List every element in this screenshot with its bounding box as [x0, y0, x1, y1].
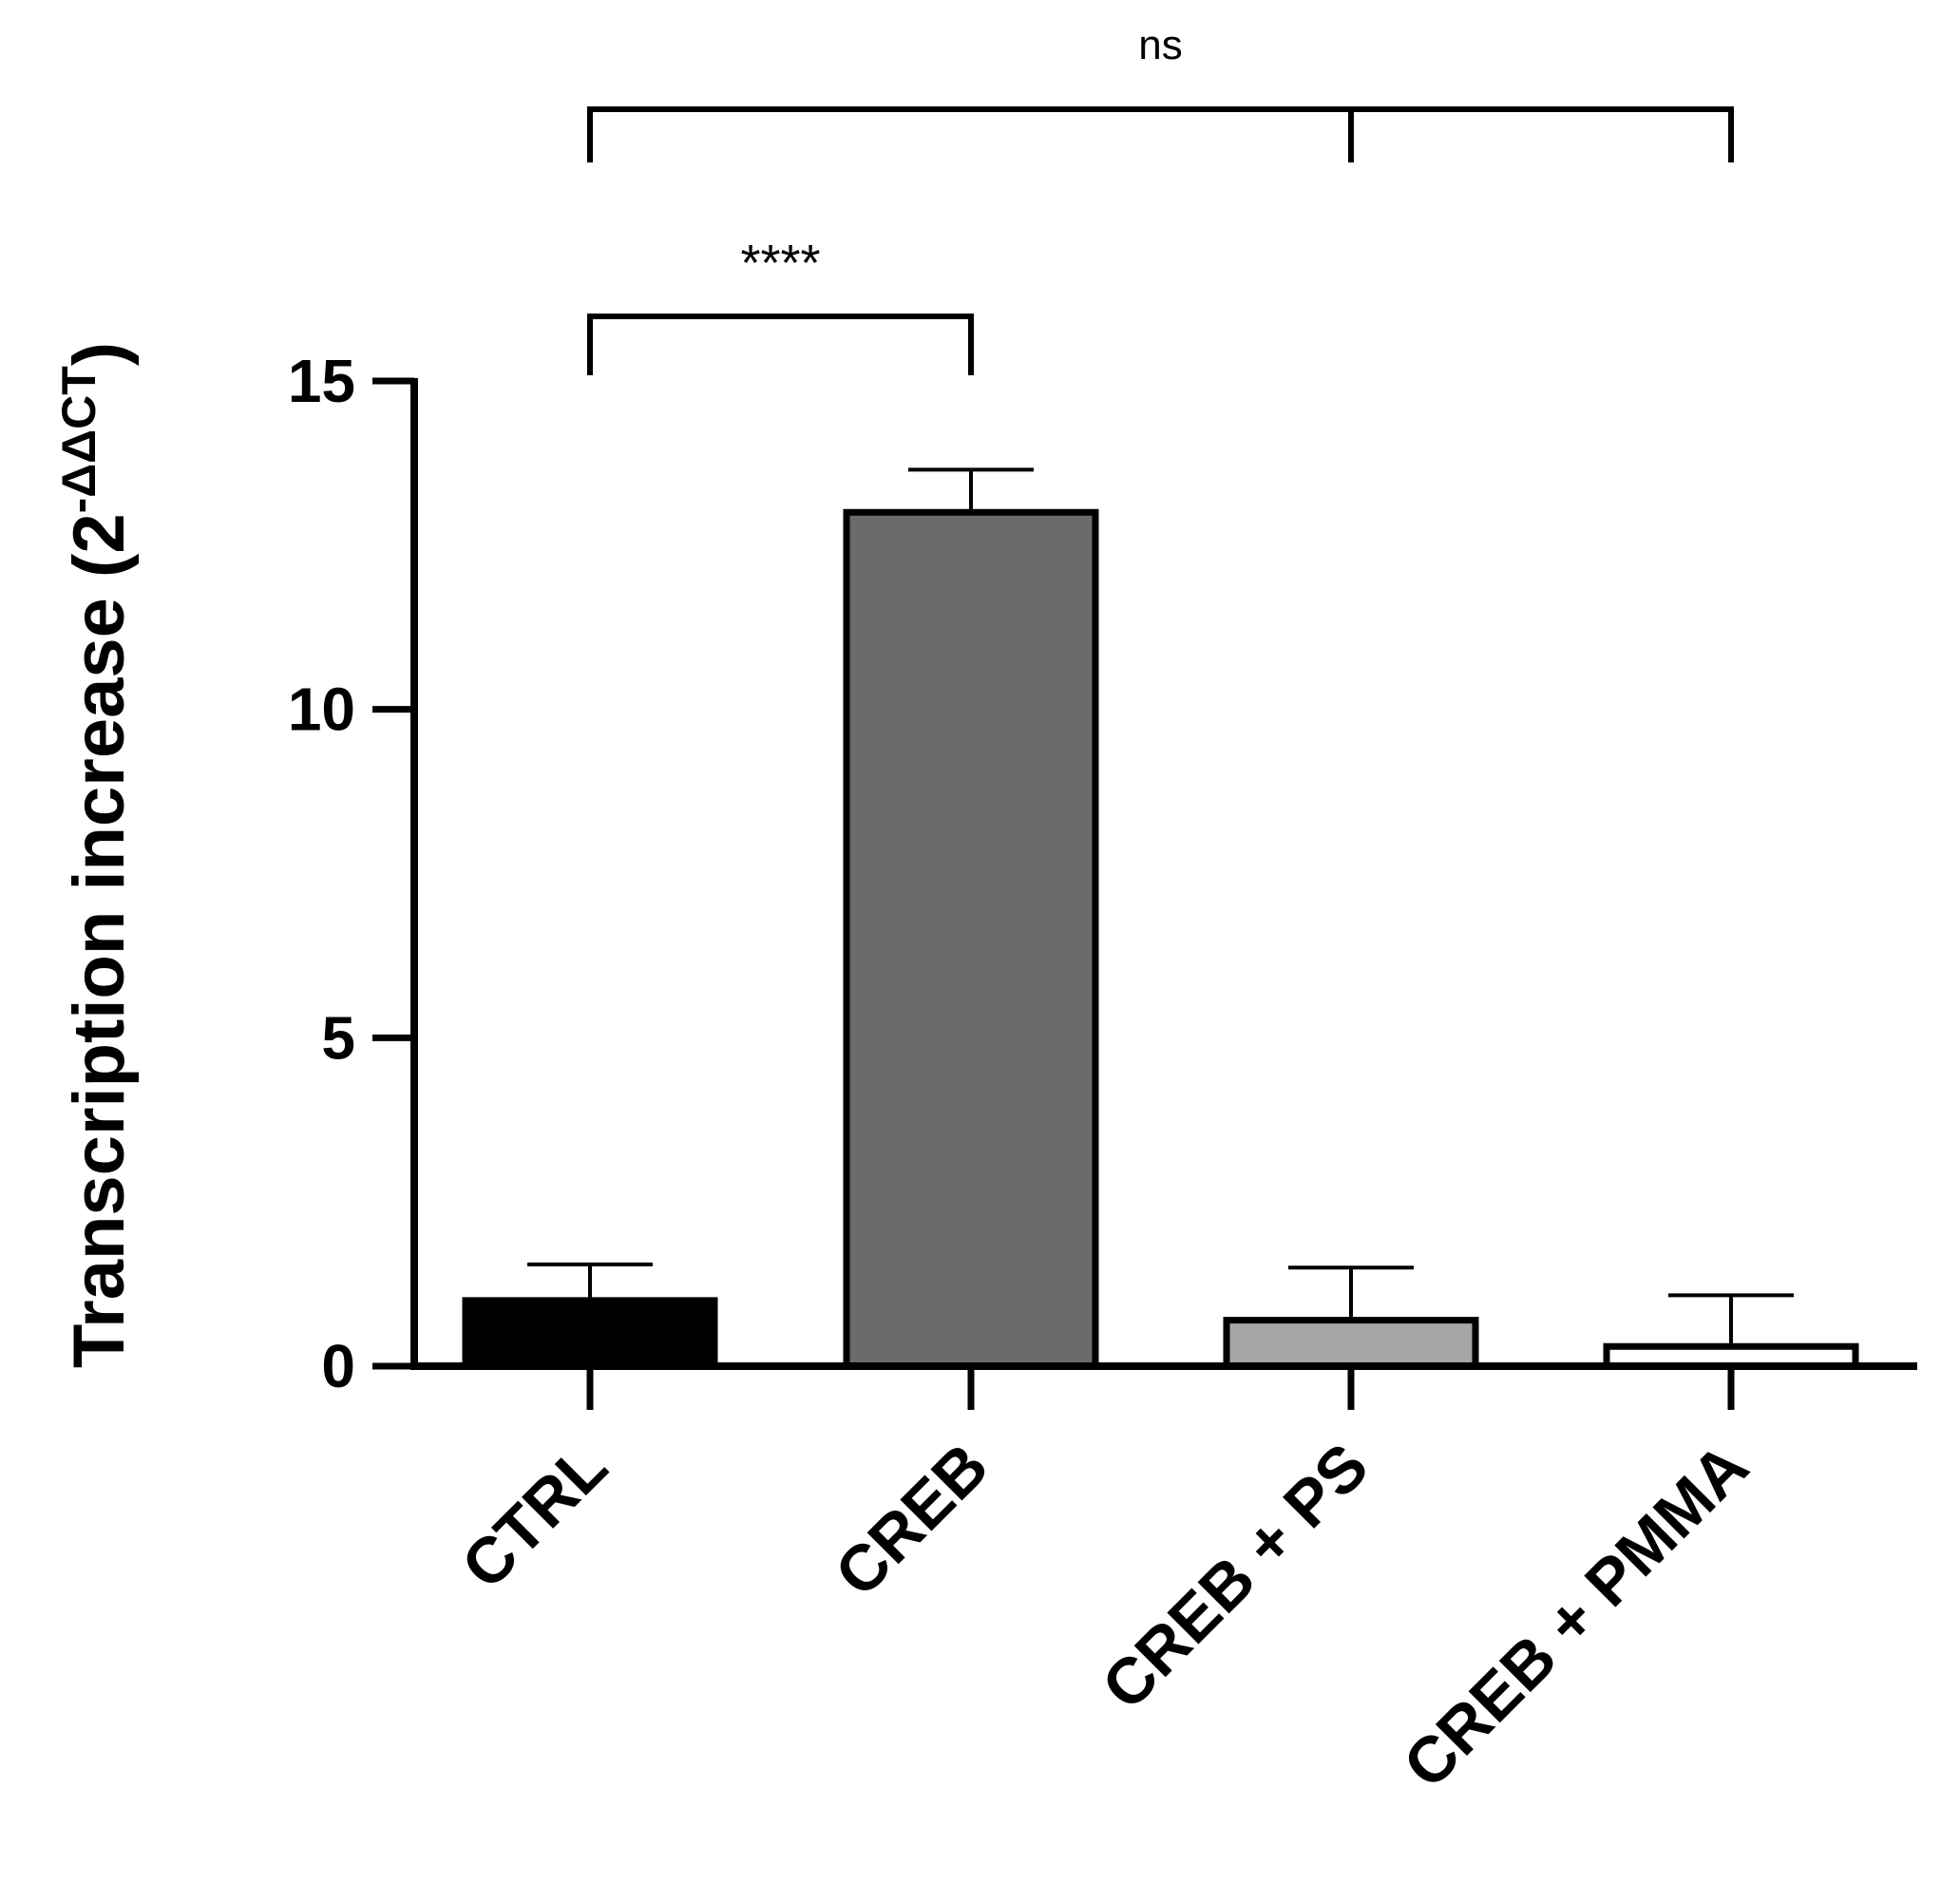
y-tick-label: 0	[321, 1332, 355, 1400]
y-axis-label-close: )	[59, 342, 140, 366]
significance-label: ****	[740, 235, 820, 292]
bar-ctrl	[466, 1301, 714, 1366]
axes-layer	[410, 378, 1917, 1369]
x-category-label: CREB + PS	[1089, 1430, 1382, 1723]
x-category-label: CREB + PMMA	[1390, 1430, 1762, 1802]
x-category-label: CREB	[822, 1430, 1002, 1610]
significance-layer: **** ns	[590, 22, 1731, 375]
y-axis-label: Transcription increase (2-ΔΔCT)	[52, 342, 140, 1368]
significance-label: ns	[1138, 22, 1182, 68]
y-axis-label-superscript: -ΔΔCT	[52, 366, 105, 513]
y-axis-label-main: Transcription increase (2	[59, 513, 140, 1368]
bar-creb-ps	[1227, 1321, 1475, 1366]
y-tick-label: 5	[321, 1003, 355, 1072]
y-tick-label: 10	[288, 675, 355, 744]
bars-layer	[466, 512, 1855, 1366]
y-tick-label: 15	[288, 347, 355, 415]
error-bars-layer	[527, 469, 1794, 1346]
x-category-label: CTRL	[448, 1430, 621, 1603]
bar-creb	[847, 512, 1095, 1366]
